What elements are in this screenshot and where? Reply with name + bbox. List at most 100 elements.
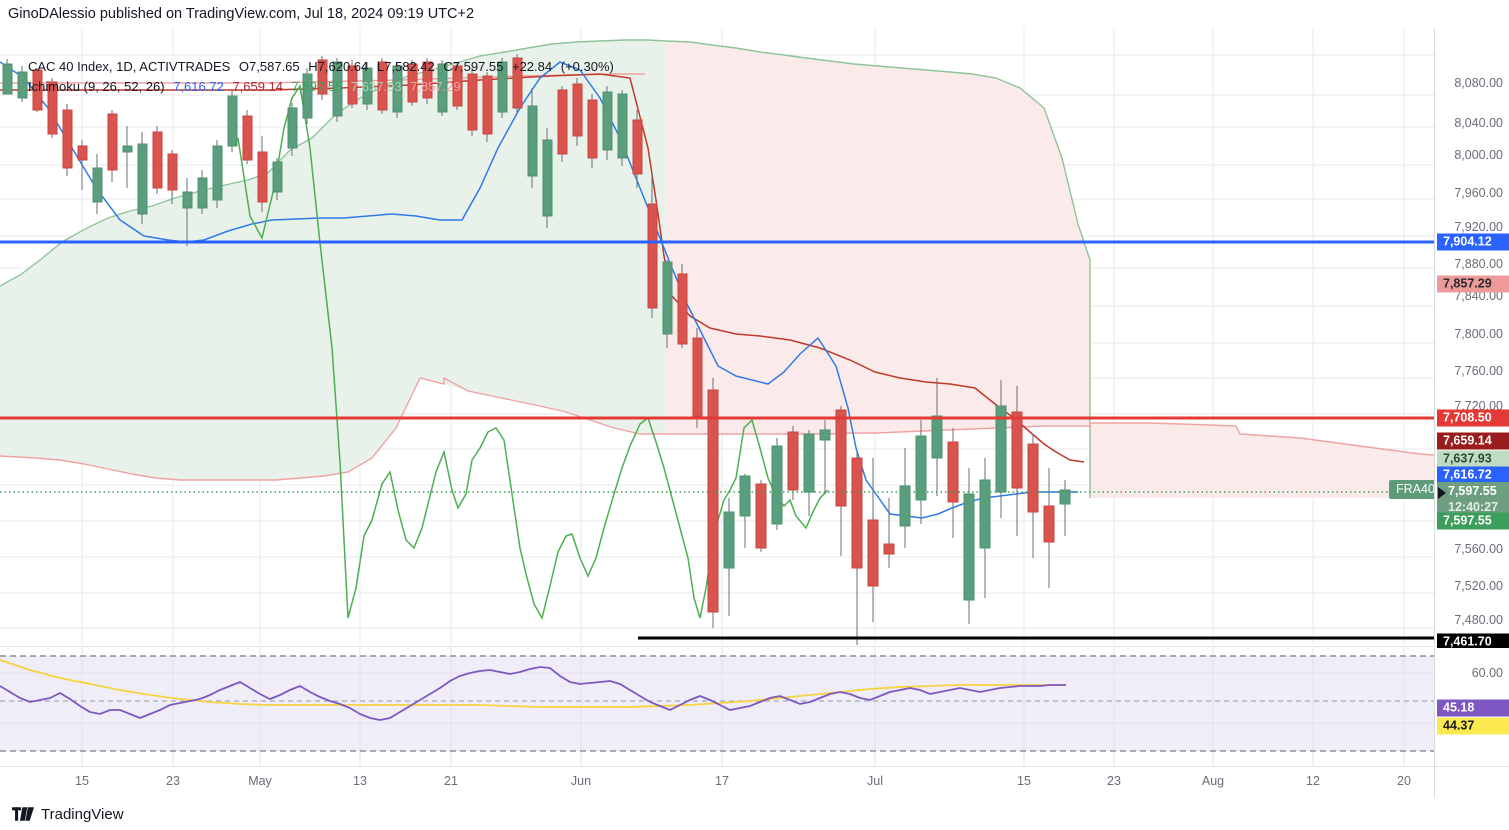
candle-body xyxy=(1027,443,1039,513)
candle-body xyxy=(317,59,328,95)
candle-body xyxy=(62,109,73,169)
price-label-7857[interactable]: 7,857.29 xyxy=(1437,275,1509,293)
price-tick: 7,480.00 xyxy=(1454,613,1503,627)
candle-body xyxy=(17,71,28,99)
current-price-arrow-icon xyxy=(1438,487,1446,499)
price-tick: 8,080.00 xyxy=(1454,76,1503,90)
candle-body xyxy=(512,57,523,109)
time-tick: 13 xyxy=(353,774,367,788)
kijun-sen-line xyxy=(0,73,1085,463)
time-tick: 23 xyxy=(1107,774,1121,788)
price-label-7637[interactable]: 7,637.93 xyxy=(1437,450,1509,468)
time-tick: 17 xyxy=(715,774,729,788)
candle-body xyxy=(587,99,598,159)
candle-body xyxy=(122,145,133,153)
candle-body xyxy=(377,61,388,111)
candle-body xyxy=(995,405,1007,493)
candle-body xyxy=(332,61,343,117)
time-tick: 21 xyxy=(444,774,458,788)
candle-body xyxy=(137,143,148,215)
candle-body xyxy=(227,95,238,147)
candle-body xyxy=(1043,505,1055,543)
instrument-tag-fra40[interactable]: FRA40 xyxy=(1389,480,1434,499)
tradingview-brand-label: TradingView xyxy=(41,805,124,823)
price-tick: 8,000.00 xyxy=(1454,148,1503,162)
chikou-span-line xyxy=(237,83,829,620)
candle-body xyxy=(867,519,879,587)
publisher-header: GinoDAlessio published on TradingView.co… xyxy=(0,0,1509,28)
candle-body xyxy=(2,63,13,95)
time-tick: Aug xyxy=(1201,774,1225,788)
candle-body xyxy=(257,151,268,203)
rsi-ma-line xyxy=(0,659,1066,708)
candle-body xyxy=(915,435,927,501)
rsi-tick: 60.00 xyxy=(1471,666,1503,680)
tenkan-sen-line xyxy=(0,61,1078,519)
price-axis-scale[interactable]: 8,080.00 8,040.00 8,000.00 7,960.00 7,92… xyxy=(1434,28,1509,663)
footer-bar: TradingView xyxy=(0,798,1509,830)
candle-body xyxy=(835,409,847,507)
price-tick: 7,560.00 xyxy=(1454,542,1503,556)
candle-body xyxy=(787,431,799,491)
candle-body xyxy=(482,75,493,135)
rsi-chart-canvas xyxy=(0,648,1434,766)
candle-body xyxy=(242,115,253,161)
price-label-7708[interactable]: 7,708.50 xyxy=(1437,409,1509,427)
candle-body xyxy=(557,89,568,155)
time-axis-scale[interactable]: 15 23 May 13 21 Jun 17 Jul 15 23 Aug 12 … xyxy=(0,766,1509,799)
candle-body xyxy=(947,441,959,503)
rsi-chart-pane[interactable]: RSI (14, close) 45.18 44.37 Ø Ø Ø Ø xyxy=(0,648,1434,766)
candle-body xyxy=(77,145,88,161)
candle-body xyxy=(212,145,223,201)
price-label-7461[interactable]: 7,461.70 xyxy=(1437,633,1509,651)
pane-separator xyxy=(0,646,1509,647)
candle-body xyxy=(32,69,43,111)
candle-body xyxy=(92,167,103,203)
candle-body xyxy=(437,63,448,113)
candle-body xyxy=(527,105,538,177)
candle-body xyxy=(851,457,863,569)
candle-body xyxy=(452,65,463,107)
rsi-axis-scale[interactable]: 60.00 45.18 44.37 xyxy=(1434,648,1509,766)
candle-body xyxy=(723,511,735,569)
price-label-7659[interactable]: 7,659.14 xyxy=(1437,432,1509,450)
time-tick: Jun xyxy=(570,774,592,788)
candle-body xyxy=(497,61,508,113)
price-chart-pane[interactable]: CAC 40 Index, 1D, ACTIVTRADES O7,587.65 … xyxy=(0,28,1434,645)
publisher-text: GinoDAlessio published on TradingView.co… xyxy=(8,6,475,22)
candle-body xyxy=(347,65,358,105)
bar-countdown: 12:40:27 xyxy=(1448,500,1499,514)
price-label-7616[interactable]: 7,616.72 xyxy=(1437,466,1509,484)
candle-body xyxy=(617,93,628,159)
candle-body xyxy=(362,67,373,105)
candle-body xyxy=(647,203,658,309)
price-label-7904[interactable]: 7,904.12 xyxy=(1437,233,1509,251)
price-chart-canvas xyxy=(0,28,1434,645)
time-tick: 20 xyxy=(1397,774,1411,788)
candle-body xyxy=(963,493,975,601)
price-tick: 7,880.00 xyxy=(1454,257,1503,271)
candle-body xyxy=(692,337,703,417)
candle-body xyxy=(707,389,719,613)
candle-body xyxy=(739,475,751,517)
candle-body xyxy=(1011,411,1023,489)
current-price-badge[interactable]: 7,597.55 12:40:27 xyxy=(1437,482,1509,516)
candle-body xyxy=(197,177,208,209)
price-tick: 7,920.00 xyxy=(1454,220,1503,234)
candle-body xyxy=(771,445,783,525)
candle-body xyxy=(803,433,815,493)
candle-body xyxy=(899,485,911,527)
rsi-ma-badge[interactable]: 44.37 xyxy=(1437,717,1509,735)
tradingview-logo-icon[interactable] xyxy=(12,807,34,821)
time-tick: 15 xyxy=(75,774,89,788)
time-tick: 12 xyxy=(1306,774,1320,788)
candle-body xyxy=(677,273,688,345)
time-tick: 15 xyxy=(1017,774,1031,788)
candle-body xyxy=(602,91,613,151)
senkou-span-a-line xyxy=(0,39,1091,498)
candle-body xyxy=(632,119,643,175)
rsi-value-badge[interactable]: 45.18 xyxy=(1437,699,1509,717)
price-label-7597-close[interactable]: 7,597.55 xyxy=(1437,512,1509,530)
candle-body xyxy=(392,65,403,113)
candle-body xyxy=(302,73,313,119)
